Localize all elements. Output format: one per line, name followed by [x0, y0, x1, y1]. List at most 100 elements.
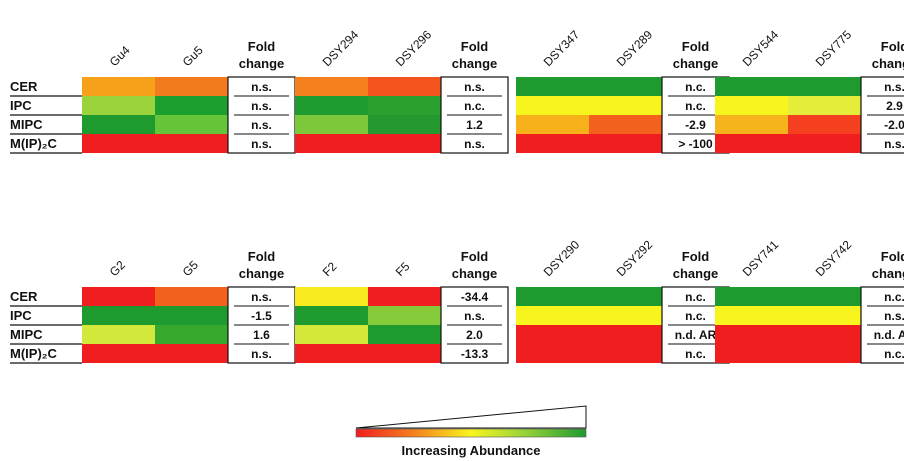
abundance-wedge [355, 405, 587, 429]
column-label: DSY544 [740, 27, 782, 69]
column-label: DSY294 [320, 27, 362, 69]
column-label: DSY292 [614, 237, 656, 279]
heatmap-cell [589, 96, 662, 115]
fold-change-value: n.c. [685, 347, 706, 361]
heatmap-cell [788, 287, 861, 306]
fold-change-header-line1: Fold [682, 249, 709, 264]
heatmap-cell [516, 325, 589, 344]
fold-change-value: n.s. [464, 137, 485, 151]
heatmap-cell [788, 96, 861, 115]
heatmap-cell [589, 325, 662, 344]
heatmap-cell [516, 344, 589, 363]
fold-change-header-line2: change [452, 266, 498, 281]
heatmap-cell [715, 115, 788, 134]
fold-change-value: n.s. [251, 99, 272, 113]
fold-change-value: n.s. [884, 309, 904, 323]
fold-change-value: 1.2 [466, 118, 483, 132]
fold-change-value: n.c. [685, 99, 706, 113]
fold-change-value: -2.0 [884, 118, 904, 132]
heatmap-cell [82, 325, 155, 344]
fold-change-value: n.s. [251, 137, 272, 151]
fold-change-value: n.s. [884, 80, 904, 94]
row-label: CER [10, 79, 38, 94]
column-label: G5 [180, 258, 201, 279]
heatmap-cell [295, 287, 368, 306]
heatmap-cell [788, 344, 861, 363]
heatmap-cell [788, 306, 861, 325]
heatmap-cell [295, 344, 368, 363]
heatmap-cell [82, 77, 155, 96]
heatmap-cell [715, 77, 788, 96]
heatmap-cell [82, 287, 155, 306]
heatmap-cell [516, 306, 589, 325]
column-label: G2 [107, 258, 128, 279]
heatmap-cell [516, 134, 589, 153]
column-label: DSY296 [393, 27, 435, 69]
column-label: F2 [320, 259, 340, 279]
heatmap-cell [368, 325, 441, 344]
heatmap-cell [155, 306, 228, 325]
heatmap-cell [788, 325, 861, 344]
fold-change-header-line2: change [239, 266, 285, 281]
heatmap-cell [368, 344, 441, 363]
heatmap-cell [589, 134, 662, 153]
fold-change-value: 2.0 [466, 328, 483, 342]
column-label: Gu5 [180, 43, 206, 69]
fold-change-value: 2.9 [886, 99, 903, 113]
fold-change-header-line1: Fold [248, 249, 275, 264]
heatmap-cell [589, 115, 662, 134]
heatmap-cell [368, 287, 441, 306]
row-label: CER [10, 289, 38, 304]
heatmap-cell [715, 134, 788, 153]
fold-change-value: n.s. [464, 309, 485, 323]
heatmap-cell [368, 306, 441, 325]
heatmap-cell [295, 115, 368, 134]
fold-change-header-line2: change [452, 56, 498, 71]
fold-change-value: n.d. AR [874, 328, 904, 342]
column-label: F5 [393, 259, 413, 279]
row-label: IPC [10, 308, 32, 323]
fold-change-value: n.c. [884, 290, 904, 304]
heatmap-cell [82, 134, 155, 153]
heatmap-cell [295, 96, 368, 115]
column-label: DSY347 [541, 27, 583, 69]
fold-change-header-line2: change [673, 56, 719, 71]
fold-change-value: n.s. [464, 80, 485, 94]
fold-change-header-line1: Fold [881, 39, 904, 54]
fold-change-header-line2: change [872, 56, 904, 71]
heatmap-cell [82, 306, 155, 325]
heatmap-cell [82, 96, 155, 115]
heatmap-cell [516, 96, 589, 115]
column-label: Gu4 [107, 43, 133, 69]
fold-change-header-line1: Fold [248, 39, 275, 54]
fold-change-header-line1: Fold [461, 249, 488, 264]
row-label: M(IP)₂C [10, 346, 58, 361]
fold-change-value: n.c. [685, 290, 706, 304]
heatmap-cell [295, 77, 368, 96]
fold-change-value: n.c. [685, 309, 706, 323]
heatmap-cell [516, 115, 589, 134]
heatmap-cell [155, 115, 228, 134]
column-label: DSY742 [813, 237, 855, 279]
abundance-gradient-bar [355, 428, 587, 438]
column-label: DSY289 [614, 27, 656, 69]
heatmap-cell [295, 325, 368, 344]
column-label: DSY741 [740, 237, 782, 279]
fold-change-value: n.s. [251, 80, 272, 94]
heatmap-cell [715, 287, 788, 306]
row-label: IPC [10, 98, 32, 113]
heatmap-cell [589, 306, 662, 325]
heatmap-cell [715, 306, 788, 325]
heatmap-cell [589, 77, 662, 96]
heatmap-cell [82, 344, 155, 363]
fold-change-value: n.s. [251, 290, 272, 304]
heatmap-cell [155, 287, 228, 306]
fold-change-value: -34.4 [461, 290, 489, 304]
heatmap-cell [155, 77, 228, 96]
heatmap-cell [788, 134, 861, 153]
fold-change-value: > -100 [678, 137, 713, 151]
fold-change-value: n.s. [251, 118, 272, 132]
heatmap-cell [155, 134, 228, 153]
fold-change-header-line2: change [673, 266, 719, 281]
